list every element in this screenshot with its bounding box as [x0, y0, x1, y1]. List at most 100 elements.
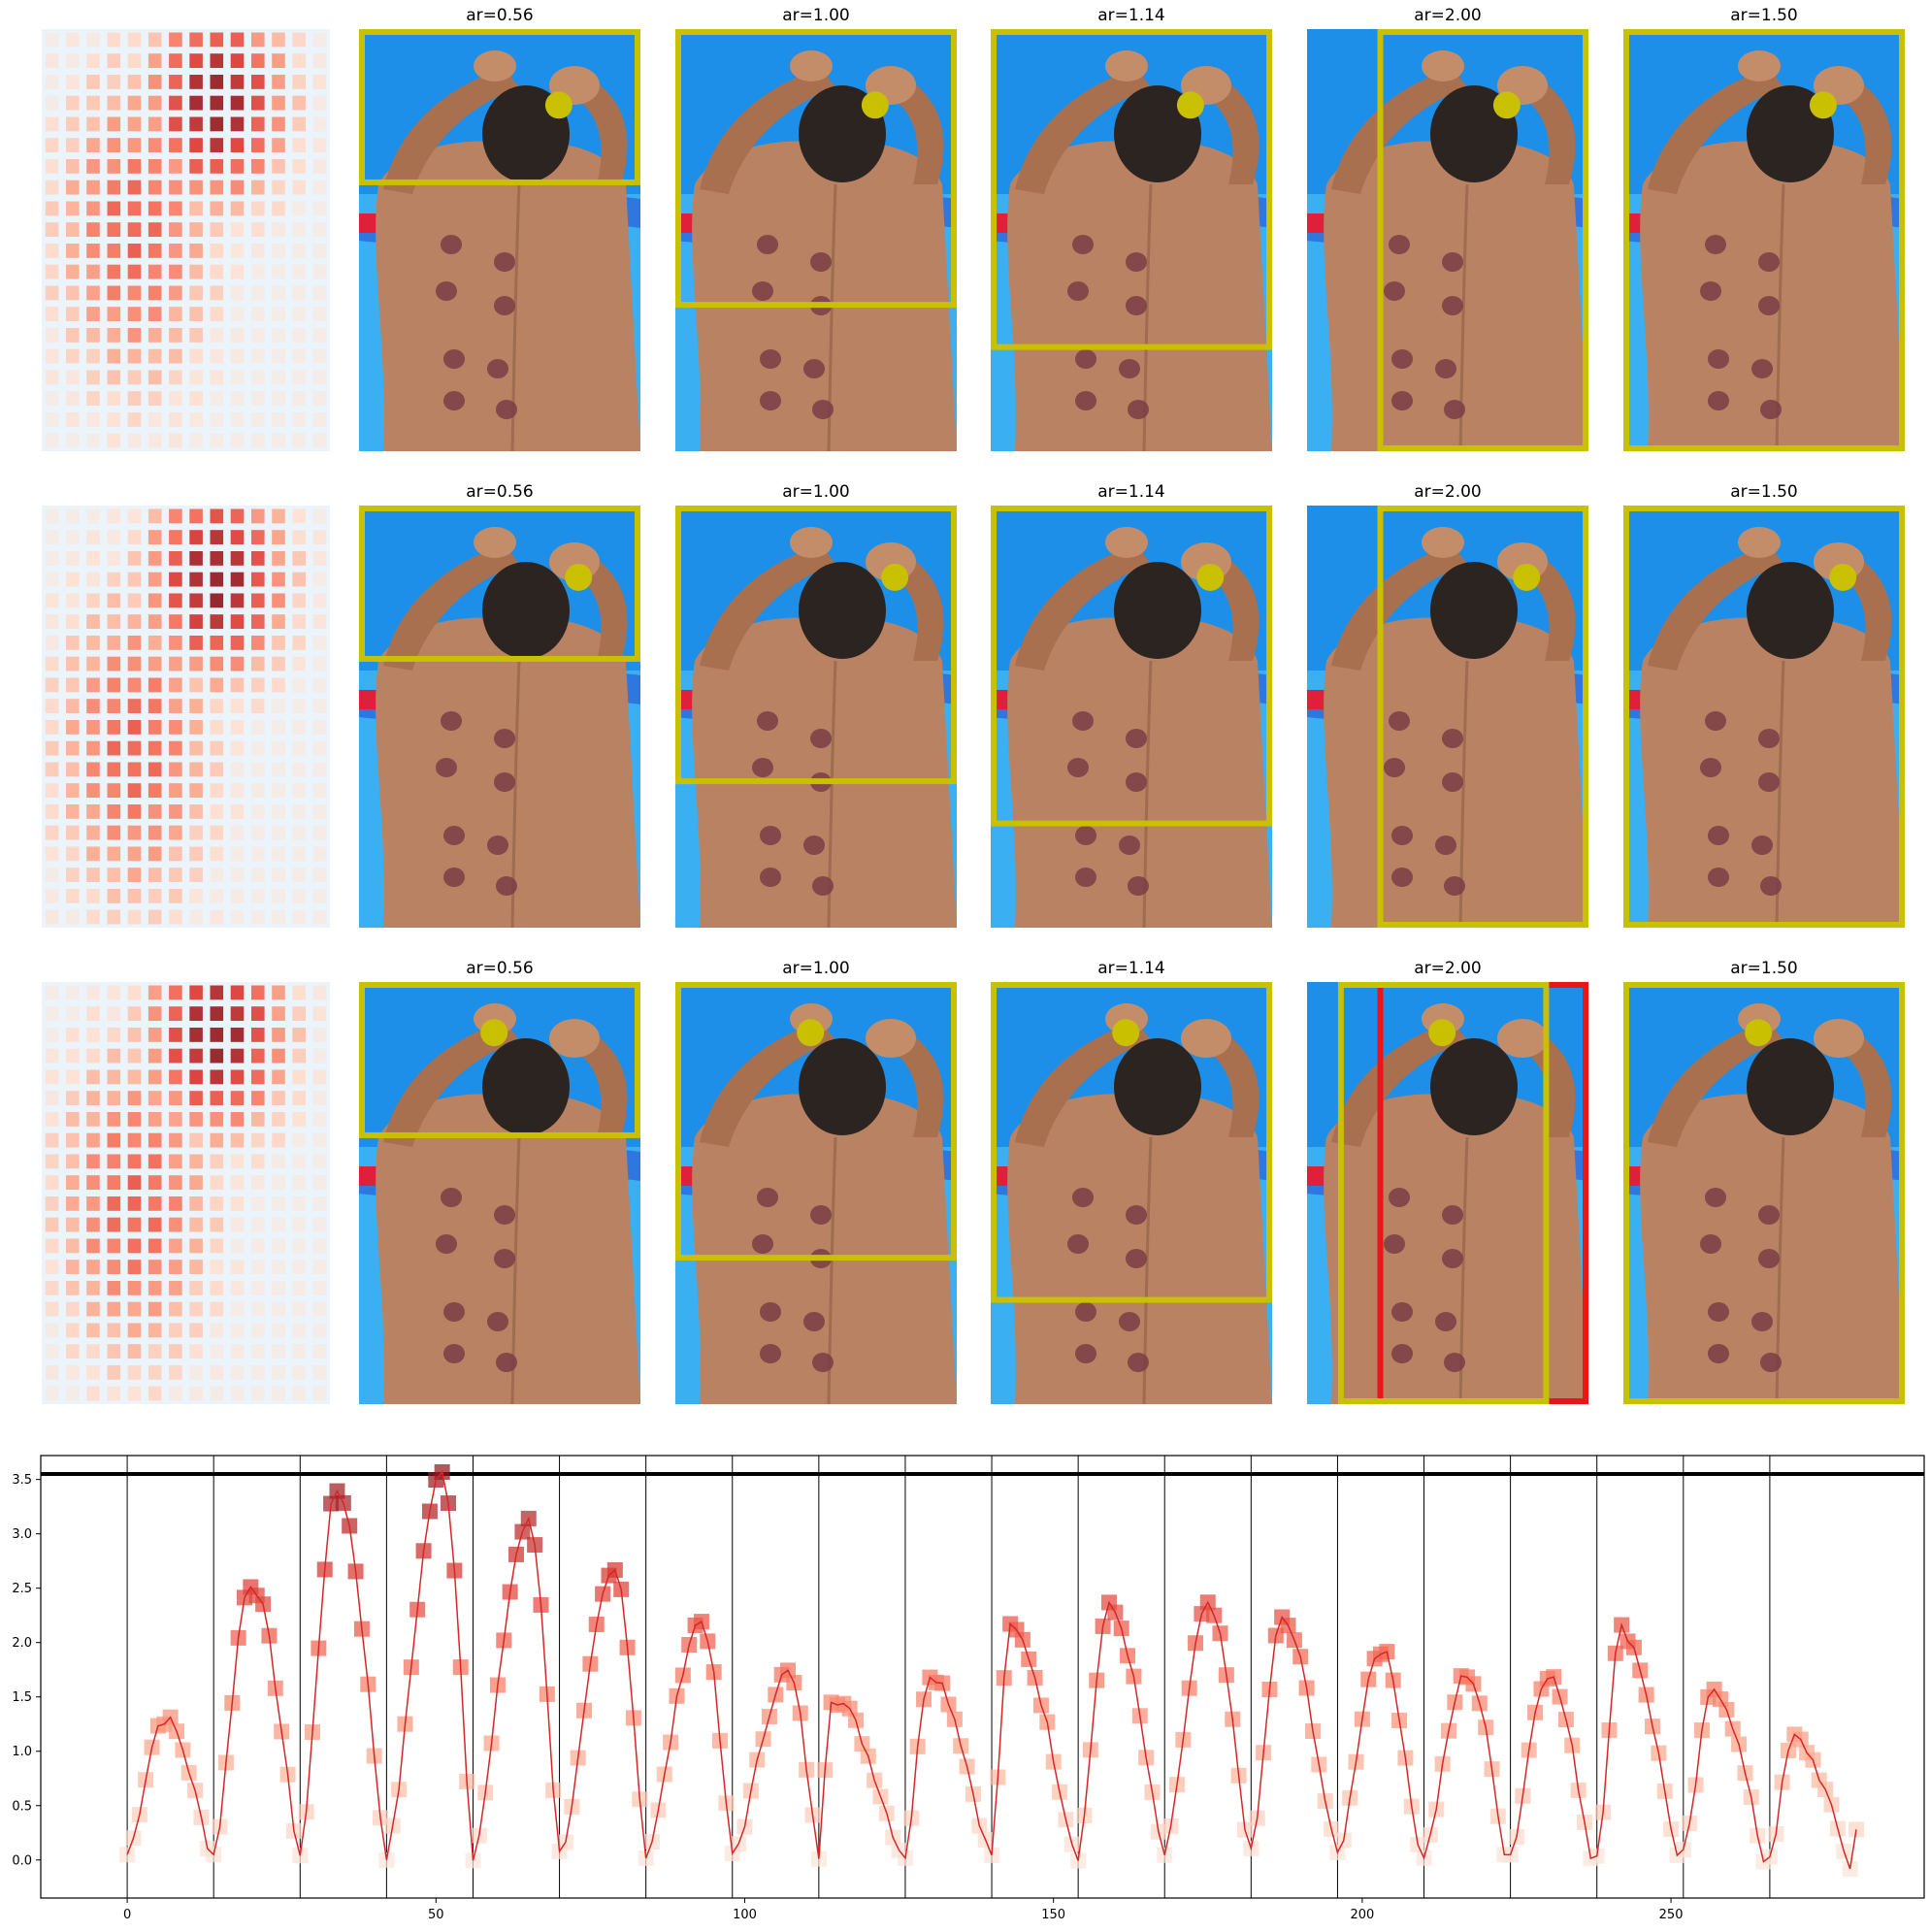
heatmap-cell [86, 53, 100, 68]
heatmap-cell [189, 1386, 203, 1401]
heatmap-cell [189, 825, 203, 840]
heatmap-cell [66, 348, 80, 364]
heatmap-cell [107, 244, 121, 258]
heatmap-cell [312, 433, 327, 448]
heatmap-cell [210, 740, 224, 756]
heatmap-cell [312, 1154, 327, 1169]
heatmap-cell [230, 370, 245, 385]
heatmap-cell [147, 1112, 162, 1127]
heatmap-cell [312, 889, 327, 903]
heatmap-cell [127, 75, 142, 89]
heatmap-cell [66, 985, 80, 1000]
heatmap-cell [107, 1175, 121, 1190]
heatmap-cell [86, 636, 100, 650]
heatmap-cell [210, 804, 224, 819]
crop-panel: ar=0.56 [359, 959, 640, 1404]
heatmap-cell [45, 32, 59, 48]
heatmap-cell [107, 412, 121, 427]
heatmap-cell [210, 138, 224, 152]
heatmap-cell [127, 53, 142, 68]
heatmap-cell [189, 1132, 203, 1148]
heatmap-cell [230, 95, 245, 111]
heatmap-cell [251, 762, 265, 777]
heatmap-cell [45, 433, 59, 448]
photo [675, 29, 957, 451]
heatmap-cell [230, 222, 245, 237]
heatmap-cell [230, 1006, 245, 1021]
heatmap-cell [272, 1069, 285, 1085]
panel-title: ar=1.14 [1097, 6, 1165, 25]
heatmap-cell [107, 783, 121, 798]
heatmap-cell [169, 1260, 182, 1274]
heatmap-cell [189, 530, 203, 544]
heatmap-cell [86, 720, 100, 735]
heatmap-cell [107, 1301, 121, 1317]
heatmap-cell [210, 95, 224, 111]
heatmap-cell [292, 53, 306, 68]
heatmap-cell [230, 572, 245, 587]
heatmap-cell [189, 656, 203, 671]
heatmap-cell [189, 370, 203, 385]
heatmap-cell [86, 572, 100, 587]
heatmap-cell [86, 307, 100, 321]
heatmap-cell [292, 551, 306, 566]
heatmap-cell [272, 909, 285, 925]
heatmap-cell [66, 762, 80, 777]
heatmap-cell [45, 846, 59, 862]
focus-dot [1112, 1019, 1140, 1047]
heatmap-cell [210, 909, 224, 925]
heatmap-cell [66, 720, 80, 735]
heatmap-cell [66, 1196, 80, 1211]
heatmap-cell [272, 985, 285, 1000]
heatmap-cell [86, 985, 100, 1000]
heatmap-cell [147, 720, 162, 735]
heatmap-cell [272, 116, 285, 132]
heatmap-cell [189, 1344, 203, 1359]
heatmap-cell [230, 636, 245, 650]
heatmap-cell [107, 1344, 121, 1359]
heatmap-cell [127, 740, 142, 756]
heatmap-cell [230, 1028, 245, 1042]
heatmap-cell [312, 222, 327, 237]
heatmap-cell [86, 740, 100, 756]
heatmap-cell [147, 116, 162, 132]
panel-title: ar=1.00 [782, 6, 850, 25]
heatmap-cell [292, 1091, 306, 1105]
heatmap-cell [127, 1365, 142, 1380]
heatmap-cell [169, 1175, 182, 1190]
heatmap-cell [251, 846, 265, 862]
heatmap-cell [45, 222, 59, 237]
heatmap-cell [189, 762, 203, 777]
heatmap-cell [107, 740, 121, 756]
heatmap-cell [45, 656, 59, 671]
heatmap-cell [230, 614, 245, 629]
crop-panel: ar=2.00 [1307, 959, 1588, 1404]
series-line [119, 1463, 1864, 1877]
heatmap-cell [251, 636, 265, 650]
heatmap-cell [251, 370, 265, 385]
heatmap-cell [147, 1048, 162, 1064]
plot-frame [40, 1455, 1925, 1899]
heatmap-cell [86, 95, 100, 111]
heatmap-cell [251, 1196, 265, 1211]
heatmap-cell [45, 825, 59, 840]
heatmap-cell [210, 825, 224, 840]
heatmap-cell [169, 138, 182, 152]
heatmap-cell [251, 889, 265, 903]
heatmap-cell [169, 1154, 182, 1169]
heatmap-cell [66, 1260, 80, 1274]
crop-panel: ar=1.14 [991, 482, 1272, 928]
heatmap-cell [230, 656, 245, 671]
heatmap-cell [127, 1260, 142, 1274]
focus-dot [1176, 91, 1204, 119]
heatmap-cell [189, 740, 203, 756]
heatmap-cell [86, 1048, 100, 1064]
heatmap-cell [312, 1048, 327, 1064]
heatmap-cell [292, 614, 306, 629]
heatmap-cell [45, 1301, 59, 1317]
heatmap-cell [66, 138, 80, 152]
crop-box [359, 29, 640, 185]
heatmap-cell [210, 530, 224, 544]
panel-title: ar=2.00 [1414, 6, 1482, 25]
saliency-heatmap [42, 506, 330, 928]
